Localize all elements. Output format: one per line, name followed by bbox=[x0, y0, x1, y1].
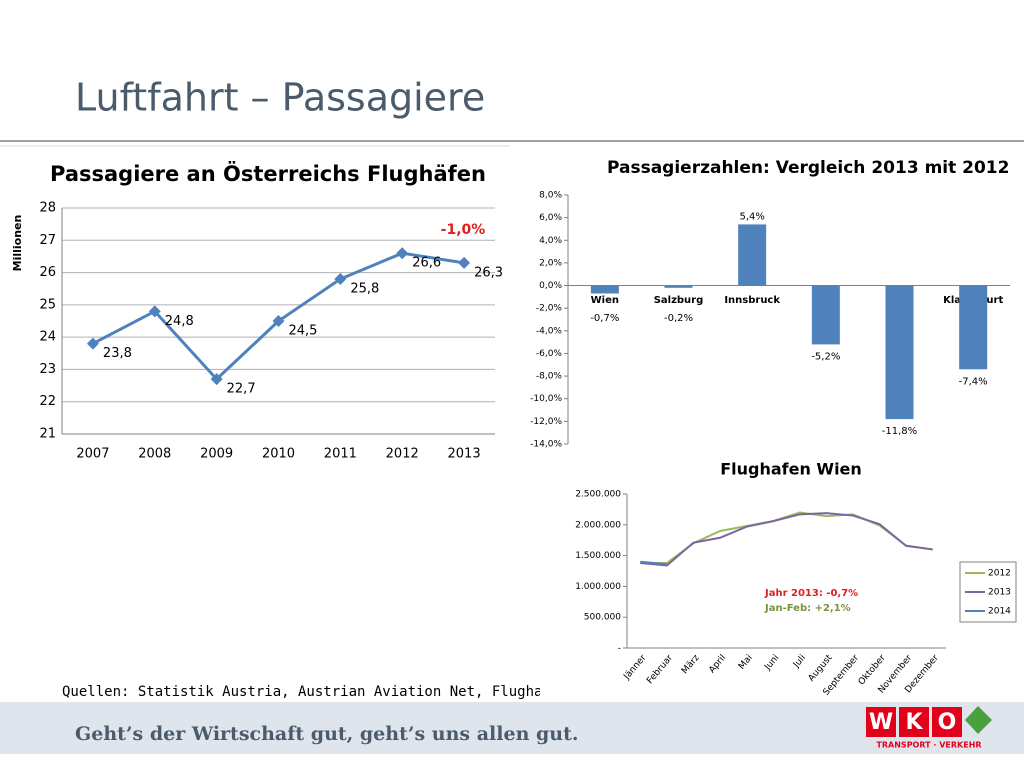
chart-area bbox=[540, 148, 1024, 458]
data-label: 26,6 bbox=[412, 256, 441, 271]
x-tick-label: 2013 bbox=[448, 447, 481, 462]
logo-subtitle: TRANSPORT · VERKEHR bbox=[876, 741, 981, 750]
bar bbox=[664, 285, 693, 288]
y-tick-label: -4,0% bbox=[536, 326, 563, 336]
y-tick-label: 27 bbox=[39, 233, 56, 248]
logo-letter: K bbox=[905, 710, 923, 735]
y-tick-label: 25 bbox=[39, 297, 56, 312]
marker bbox=[334, 273, 347, 286]
data-label: -0,2% bbox=[664, 313, 693, 324]
x-tick-label: Salzburg bbox=[654, 295, 704, 306]
data-label: 24,5 bbox=[289, 324, 318, 339]
data-label: 5,4% bbox=[739, 211, 764, 222]
chart-area bbox=[540, 455, 1024, 700]
x-tick-label: Innsbruck bbox=[724, 295, 780, 306]
x-tick-label: 2010 bbox=[262, 447, 295, 462]
y-tick-label: 500.000 bbox=[584, 613, 621, 623]
chart-title: Passagiere an Österreichs Flughäfen bbox=[50, 161, 486, 186]
y-tick-label: 26 bbox=[39, 265, 56, 280]
y-tick-label: -14,0% bbox=[530, 440, 562, 450]
bar bbox=[590, 285, 619, 294]
footer-slogan: Geht’s der Wirtschaft gut, geht’s uns al… bbox=[75, 723, 578, 745]
annotation: Jan-Feb: +2,1% bbox=[764, 603, 851, 614]
chart-title: Flughafen Wien bbox=[720, 460, 862, 479]
data-label: -5,2% bbox=[811, 351, 840, 362]
marker bbox=[272, 315, 285, 327]
y-tick-label: 1.000.000 bbox=[575, 582, 621, 592]
y-tick-label: -6,0% bbox=[536, 349, 563, 359]
y-tick-label: 1.500.000 bbox=[575, 551, 621, 561]
x-tick-label: 2009 bbox=[200, 447, 233, 462]
bar bbox=[738, 224, 767, 286]
data-label: 22,7 bbox=[227, 382, 256, 397]
logo-box bbox=[899, 707, 929, 737]
footer-band bbox=[0, 702, 1024, 754]
y-tick-label: 0,0% bbox=[539, 281, 562, 291]
marker bbox=[148, 305, 161, 318]
line bbox=[640, 560, 667, 566]
data-label: -11,8% bbox=[882, 426, 917, 437]
y-tick-label: 22 bbox=[39, 394, 56, 409]
logo: W K O TRANSPORT · VERKEHR bbox=[866, 706, 992, 750]
x-tick-label: 2012 bbox=[386, 447, 419, 462]
data-label: 24,8 bbox=[165, 314, 194, 329]
x-tick-label: Wien bbox=[591, 295, 619, 306]
y-tick-label: -10,0% bbox=[530, 394, 562, 404]
x-tick-label: 2007 bbox=[76, 447, 109, 462]
logo-emblem bbox=[965, 706, 992, 734]
legend-label: 2012 bbox=[988, 569, 1011, 579]
y-tick-label: 6,0% bbox=[539, 213, 562, 223]
logo-letter: O bbox=[938, 710, 957, 735]
annotation: -1,0% bbox=[441, 222, 486, 238]
y-tick-label: -12,0% bbox=[530, 417, 562, 427]
logo-box bbox=[932, 707, 962, 737]
x-tick-label: 2008 bbox=[138, 447, 171, 462]
slide-title: Luftfahrt – Passagiere bbox=[75, 76, 485, 120]
y-tick-label: 2,0% bbox=[539, 258, 562, 268]
y-tick-label: 4,0% bbox=[539, 236, 562, 246]
chart-area bbox=[10, 148, 515, 470]
logo-box bbox=[866, 707, 896, 737]
y-tick-label: -8,0% bbox=[536, 372, 563, 382]
y-tick-label: -2,0% bbox=[536, 304, 563, 314]
bar bbox=[959, 285, 988, 370]
y-axis-label: Millionen bbox=[11, 215, 24, 272]
x-tick-label: 2011 bbox=[324, 447, 357, 462]
annotation: Jahr 2013: -0,7% bbox=[764, 588, 858, 599]
chart-title: Passagierzahlen: Vergleich 2013 mit 2012 bbox=[607, 158, 1009, 178]
y-tick-label: 8,0% bbox=[539, 191, 562, 201]
y-tick-label: - bbox=[618, 644, 621, 654]
data-label: -0,7% bbox=[590, 313, 619, 324]
line bbox=[640, 512, 933, 567]
bar bbox=[885, 285, 914, 420]
logo-letter: W bbox=[869, 710, 893, 735]
data-label: 23,8 bbox=[103, 346, 132, 361]
y-tick-label: 2.500.000 bbox=[575, 490, 621, 500]
legend-label: 2014 bbox=[988, 607, 1011, 617]
marker bbox=[86, 337, 99, 350]
bar bbox=[811, 285, 840, 345]
marker bbox=[396, 247, 409, 260]
y-tick-label: 28 bbox=[39, 201, 56, 216]
y-tick-label: 2.000.000 bbox=[575, 520, 621, 530]
marker bbox=[458, 256, 471, 269]
y-tick-label: 24 bbox=[39, 330, 56, 345]
y-tick-label: 23 bbox=[39, 362, 56, 377]
y-tick-label: 21 bbox=[39, 427, 56, 442]
data-label: 25,8 bbox=[350, 282, 379, 297]
data-label: 26,3 bbox=[474, 265, 503, 280]
legend-label: 2013 bbox=[988, 588, 1011, 598]
data-label: -7,4% bbox=[959, 376, 988, 387]
marker bbox=[210, 373, 223, 386]
